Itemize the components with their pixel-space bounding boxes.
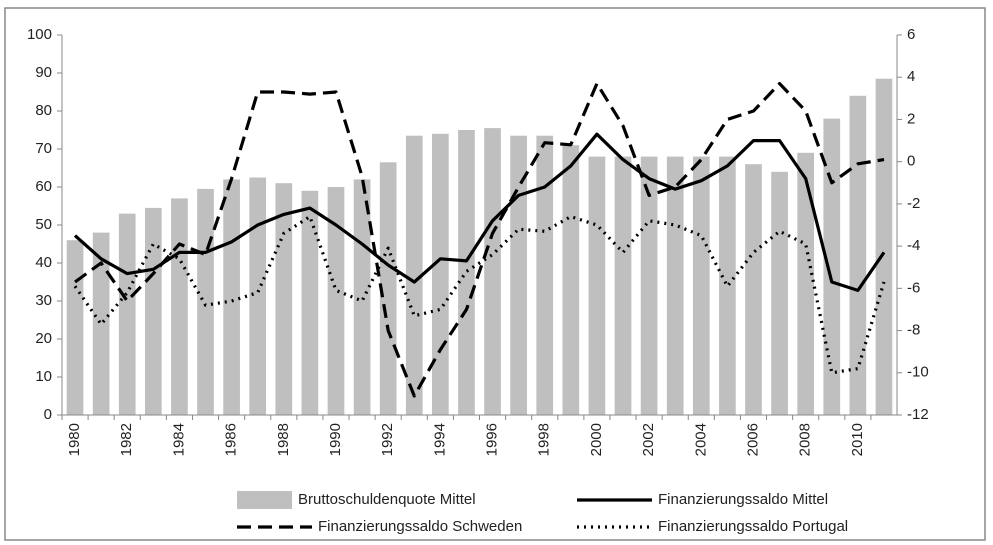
line-series <box>73 215 886 375</box>
line-series <box>74 82 885 398</box>
y2-tick-label: -4 <box>907 237 920 254</box>
x-tick-label: 2000 <box>588 423 605 456</box>
legend-label: Finanzierungssaldo Mittel <box>658 491 828 508</box>
bar <box>249 177 267 415</box>
y-tick-label: 90 <box>35 64 52 81</box>
legend-swatch <box>237 491 292 509</box>
bar <box>301 190 319 415</box>
x-tick-label: 1990 <box>327 423 344 456</box>
y-tick-label: 30 <box>35 292 52 309</box>
bar <box>823 118 841 415</box>
y-tick-label: 80 <box>35 102 52 119</box>
bar <box>66 240 84 415</box>
y2-tick-label: -2 <box>907 195 920 212</box>
y2-tick-label: -10 <box>907 364 929 381</box>
bar <box>510 135 527 415</box>
bar <box>118 213 136 415</box>
x-tick-label: 2008 <box>797 423 814 456</box>
y-tick-label: 10 <box>35 368 52 385</box>
line-series <box>73 132 886 292</box>
bar <box>327 187 345 415</box>
bar <box>405 135 423 415</box>
y-tick-label: 20 <box>35 330 52 347</box>
x-tick-label: 1986 <box>223 423 240 456</box>
x-tick-label: 1982 <box>118 423 135 456</box>
x-tick-label: 1994 <box>431 423 448 456</box>
bar <box>771 171 788 415</box>
bar <box>640 156 658 415</box>
bar <box>197 188 214 415</box>
bar <box>719 156 736 415</box>
y-tick-label: 60 <box>35 178 52 195</box>
bar <box>275 183 293 415</box>
x-tick-label: 2006 <box>744 423 761 456</box>
legend-label: Finanzierungssaldo Schweden <box>318 518 522 535</box>
y2-tick-label: -8 <box>907 322 920 339</box>
y-tick-label: 40 <box>35 254 52 271</box>
x-tick-label: 2002 <box>640 423 657 456</box>
bar <box>588 156 606 415</box>
x-tick-label: 1996 <box>484 423 501 456</box>
x-tick-label: 1984 <box>170 423 187 456</box>
y-tick-label: 100 <box>27 26 52 43</box>
y2-tick-label: 4 <box>907 68 915 85</box>
legend-label: Bruttoschuldenquote Mittel <box>298 491 476 508</box>
x-tick-label: 1988 <box>275 423 292 456</box>
bar <box>92 232 110 415</box>
bar <box>745 164 762 415</box>
bar <box>171 198 188 415</box>
bar <box>144 207 162 415</box>
bar <box>536 135 554 415</box>
x-tick-label: 1998 <box>536 423 553 456</box>
bar <box>875 78 893 415</box>
x-tick-label: 2004 <box>692 423 709 456</box>
bar <box>614 156 632 415</box>
y2-tick-label: 0 <box>907 153 915 170</box>
y-tick-label: 50 <box>35 216 52 233</box>
bar <box>353 179 371 415</box>
bar <box>562 145 580 415</box>
y2-tick-label: 6 <box>907 26 915 43</box>
bar <box>849 95 867 416</box>
bar <box>692 156 710 415</box>
bar <box>379 162 397 415</box>
x-tick-label: 1992 <box>379 423 396 456</box>
x-tick-label: 2010 <box>849 423 866 456</box>
bar <box>797 152 815 416</box>
y-tick-label: 0 <box>44 406 52 423</box>
y2-tick-label: -12 <box>907 406 929 423</box>
x-tick-label: 1980 <box>66 423 83 456</box>
bar <box>432 133 449 416</box>
y2-tick-label: -6 <box>907 279 920 296</box>
y-tick-label: 70 <box>35 140 52 157</box>
bar <box>484 128 501 415</box>
legend-label: Finanzierungssaldo Portugal <box>658 518 848 535</box>
bar <box>223 179 240 415</box>
bar <box>666 156 684 415</box>
y2-tick-label: 2 <box>907 110 915 127</box>
bar <box>458 130 475 415</box>
